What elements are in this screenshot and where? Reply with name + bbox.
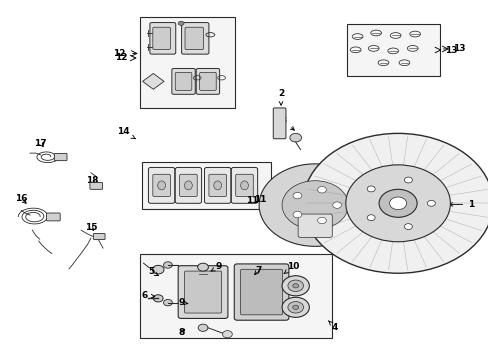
FancyBboxPatch shape (46, 213, 60, 221)
FancyBboxPatch shape (346, 24, 439, 76)
Circle shape (287, 302, 303, 313)
Text: 7: 7 (254, 266, 261, 275)
Text: 12: 12 (115, 54, 127, 63)
Circle shape (197, 263, 208, 271)
FancyBboxPatch shape (175, 167, 201, 203)
Ellipse shape (240, 181, 248, 190)
Circle shape (152, 265, 163, 274)
Circle shape (163, 300, 172, 306)
Polygon shape (142, 73, 163, 89)
FancyBboxPatch shape (273, 108, 285, 139)
Circle shape (345, 165, 449, 242)
Circle shape (404, 177, 411, 183)
FancyBboxPatch shape (90, 183, 102, 189)
Ellipse shape (213, 181, 221, 190)
Circle shape (303, 134, 488, 273)
FancyBboxPatch shape (150, 23, 175, 54)
FancyBboxPatch shape (153, 27, 170, 49)
Circle shape (178, 21, 183, 26)
FancyBboxPatch shape (148, 167, 174, 203)
Text: 5: 5 (147, 267, 158, 276)
Polygon shape (259, 164, 366, 246)
Circle shape (378, 189, 416, 217)
FancyBboxPatch shape (178, 266, 227, 319)
FancyBboxPatch shape (298, 214, 331, 237)
FancyBboxPatch shape (240, 269, 282, 315)
FancyBboxPatch shape (93, 233, 105, 239)
FancyBboxPatch shape (179, 174, 197, 197)
Text: 11: 11 (245, 196, 258, 205)
Circle shape (222, 330, 232, 338)
Text: 12: 12 (113, 49, 126, 58)
FancyBboxPatch shape (235, 174, 253, 197)
Circle shape (153, 295, 163, 302)
Circle shape (427, 201, 434, 206)
Text: 8: 8 (179, 328, 185, 337)
Ellipse shape (184, 181, 192, 190)
FancyBboxPatch shape (199, 72, 216, 90)
Text: 13: 13 (445, 45, 457, 54)
FancyBboxPatch shape (54, 153, 67, 161)
FancyBboxPatch shape (153, 174, 170, 197)
Text: 6: 6 (141, 291, 154, 300)
Text: 10: 10 (284, 262, 299, 274)
Text: 3: 3 (280, 116, 294, 130)
FancyBboxPatch shape (181, 23, 208, 54)
Text: 11: 11 (254, 195, 266, 204)
Circle shape (404, 224, 411, 230)
Circle shape (366, 186, 374, 192)
FancyBboxPatch shape (140, 17, 234, 108)
FancyBboxPatch shape (234, 264, 288, 320)
Circle shape (198, 324, 207, 331)
FancyBboxPatch shape (196, 68, 219, 94)
Circle shape (287, 280, 303, 292)
Circle shape (317, 217, 325, 224)
Text: 1: 1 (448, 200, 473, 209)
Circle shape (389, 197, 406, 210)
FancyBboxPatch shape (231, 167, 257, 203)
FancyBboxPatch shape (184, 27, 203, 49)
Circle shape (282, 297, 309, 318)
Circle shape (292, 305, 298, 310)
Circle shape (317, 186, 325, 193)
FancyBboxPatch shape (142, 162, 271, 209)
Text: 17: 17 (34, 139, 47, 148)
Text: 9: 9 (210, 262, 222, 271)
FancyBboxPatch shape (140, 253, 331, 338)
Text: 2: 2 (277, 89, 284, 105)
Text: 16: 16 (15, 194, 27, 203)
Circle shape (163, 262, 172, 268)
Text: 15: 15 (84, 223, 97, 232)
Text: 18: 18 (86, 176, 99, 185)
Circle shape (366, 215, 374, 221)
Circle shape (292, 192, 301, 199)
FancyBboxPatch shape (171, 68, 195, 94)
FancyBboxPatch shape (175, 72, 191, 90)
Ellipse shape (158, 181, 165, 190)
FancyBboxPatch shape (208, 174, 226, 197)
Circle shape (282, 181, 347, 229)
Text: 13: 13 (452, 45, 465, 54)
Circle shape (282, 276, 309, 296)
Circle shape (292, 284, 298, 288)
Text: 4: 4 (328, 321, 337, 332)
Circle shape (292, 211, 301, 218)
FancyBboxPatch shape (204, 167, 230, 203)
FancyBboxPatch shape (184, 271, 221, 313)
Text: 9: 9 (179, 298, 188, 307)
Text: 14: 14 (117, 127, 135, 139)
Circle shape (332, 202, 341, 208)
Circle shape (289, 134, 301, 142)
